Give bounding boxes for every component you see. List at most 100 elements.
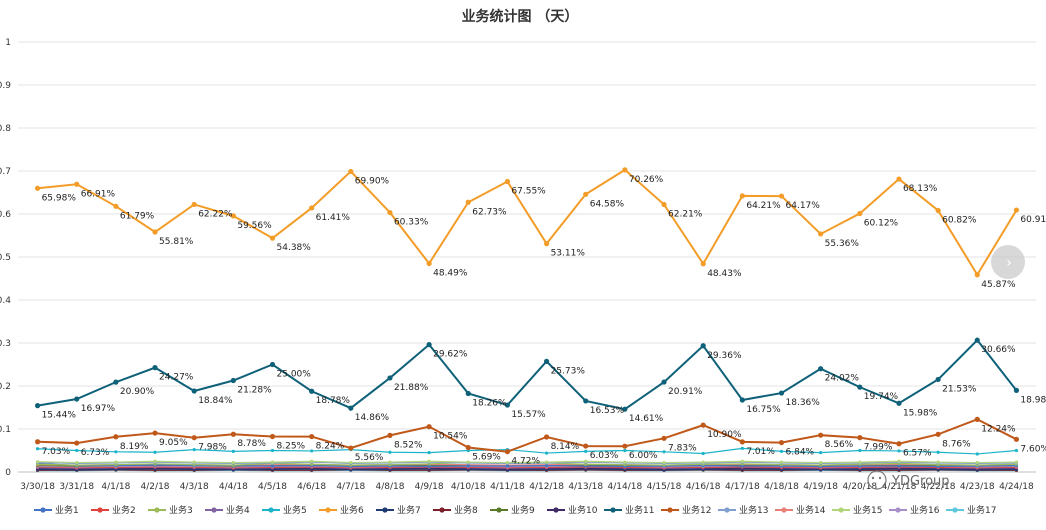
series-point: [504, 178, 511, 185]
series-point: [75, 460, 79, 465]
data-label: 60.33%: [394, 218, 429, 228]
x-tick-label: 4/2/18: [141, 482, 170, 492]
legend-label: 业务15: [853, 504, 882, 516]
data-label: 45.87%: [981, 280, 1016, 290]
watermark: YDGroup: [867, 470, 950, 490]
x-tick-label: 4/9/18: [415, 482, 444, 492]
series-point: [584, 449, 588, 453]
legend-marker: [895, 507, 901, 513]
series-point: [505, 460, 510, 465]
series-point: [701, 460, 705, 464]
data-label: 9.05%: [159, 438, 188, 448]
data-label: 21.88%: [394, 383, 429, 393]
series-point: [857, 384, 863, 390]
series-point: [974, 272, 980, 278]
series-line-13: [37, 461, 1017, 465]
series-point: [387, 432, 393, 438]
series-point: [113, 203, 119, 209]
data-label: 25.73%: [551, 366, 586, 376]
series-point: [426, 342, 432, 348]
data-label: 68.13%: [903, 184, 938, 194]
series-point: [818, 366, 824, 372]
series-point: [622, 443, 628, 449]
data-label: 62.21%: [668, 209, 703, 219]
data-label: 15.57%: [511, 410, 546, 420]
next-slide-button[interactable]: ›: [991, 245, 1025, 279]
series-point: [974, 337, 980, 343]
series-point: [1013, 387, 1020, 393]
x-tick-label: 4/6/18: [297, 482, 326, 492]
data-label: 8.76%: [942, 439, 971, 449]
next-button-circle[interactable]: [991, 245, 1025, 279]
data-label: 20.90%: [120, 387, 155, 397]
y-tick-label: 0.2: [0, 382, 11, 392]
legend-marker: [553, 507, 559, 513]
series-point: [269, 361, 276, 368]
x-tick-label: 4/14/18: [608, 482, 643, 492]
series-point: [230, 213, 236, 219]
series-point: [701, 451, 705, 456]
series-point: [466, 460, 470, 464]
series-point: [700, 343, 706, 349]
series-point: [309, 205, 315, 211]
data-label: 6.57%: [903, 449, 932, 459]
chart-title: 业务统计图 （天）: [462, 8, 579, 25]
y-tick-label: 0.7: [0, 167, 11, 177]
series-point: [231, 460, 235, 465]
series-line-10: [37, 467, 1017, 470]
y-tick-label: 0.3: [0, 339, 11, 349]
data-label: 29.62%: [433, 350, 468, 360]
x-tick-label: 4/8/18: [375, 482, 404, 492]
x-tick-label: 4/15/18: [647, 482, 682, 492]
series-point: [779, 449, 784, 453]
series-point: [426, 260, 432, 267]
series-point: [739, 439, 745, 445]
series-point: [191, 435, 197, 441]
data-label: 59.56%: [237, 221, 272, 231]
legend-marker: [724, 507, 730, 513]
data-label: 7.99%: [864, 443, 893, 453]
legend-label: 业务4: [226, 504, 250, 516]
x-tick-label: 4/12/18: [529, 482, 564, 492]
wechat-icon-eye-right: [878, 476, 882, 480]
series-point: [466, 464, 470, 468]
series-point: [310, 449, 314, 453]
x-tick-label: 4/18/18: [764, 482, 799, 492]
series-point: [152, 229, 158, 235]
series-line-11: [37, 338, 1018, 411]
series-point: [465, 390, 471, 397]
x-axis-ticks: 3/30/18 3/31/18 4/1/18 4/2/18 4/3/18 4/4/18 4/…: [20, 482, 1034, 492]
series-point: [543, 358, 550, 364]
series-point: [153, 459, 157, 463]
data-label: 62.73%: [472, 207, 507, 217]
series-point: [544, 460, 549, 464]
data-label: 10.54%: [433, 432, 468, 442]
series-point: [778, 390, 785, 396]
data-label: 16.75%: [746, 405, 781, 415]
series-point: [427, 464, 431, 469]
data-label: 8.24%: [316, 442, 345, 452]
data-label: 8.56%: [825, 440, 854, 450]
series-point: [348, 168, 354, 175]
series-point: [778, 439, 785, 446]
x-tick-label: 4/19/18: [803, 482, 838, 492]
y-tick-label: 1: [5, 38, 11, 48]
data-label: 7.03%: [42, 447, 71, 457]
data-label: 60.12%: [864, 218, 899, 228]
series-point: [34, 403, 41, 409]
series-point: [309, 433, 315, 440]
series-point: [192, 460, 196, 464]
data-label: 7.60%: [1020, 444, 1046, 454]
data-label: 64.21%: [746, 201, 781, 211]
series-point: [191, 388, 197, 394]
data-labels: 65.98% 66.91% 61.79% 55.81% 62.22% 59.56% 54.3…: [42, 175, 1046, 467]
series-line-15: [37, 460, 1017, 464]
x-tick-label: 4/5/18: [258, 482, 287, 492]
data-label: 15.44%: [42, 411, 77, 421]
legend-marker: [382, 507, 388, 513]
legend-label: 业务12: [682, 504, 711, 516]
legend: 业务1 业务2 业务3 业务4 业务5 业务6 业务7 业务8 业务9 业务10 业务11 业务12 业…: [34, 504, 996, 516]
chevron-right-icon[interactable]: ›: [1006, 255, 1012, 271]
series-point: [974, 416, 980, 422]
